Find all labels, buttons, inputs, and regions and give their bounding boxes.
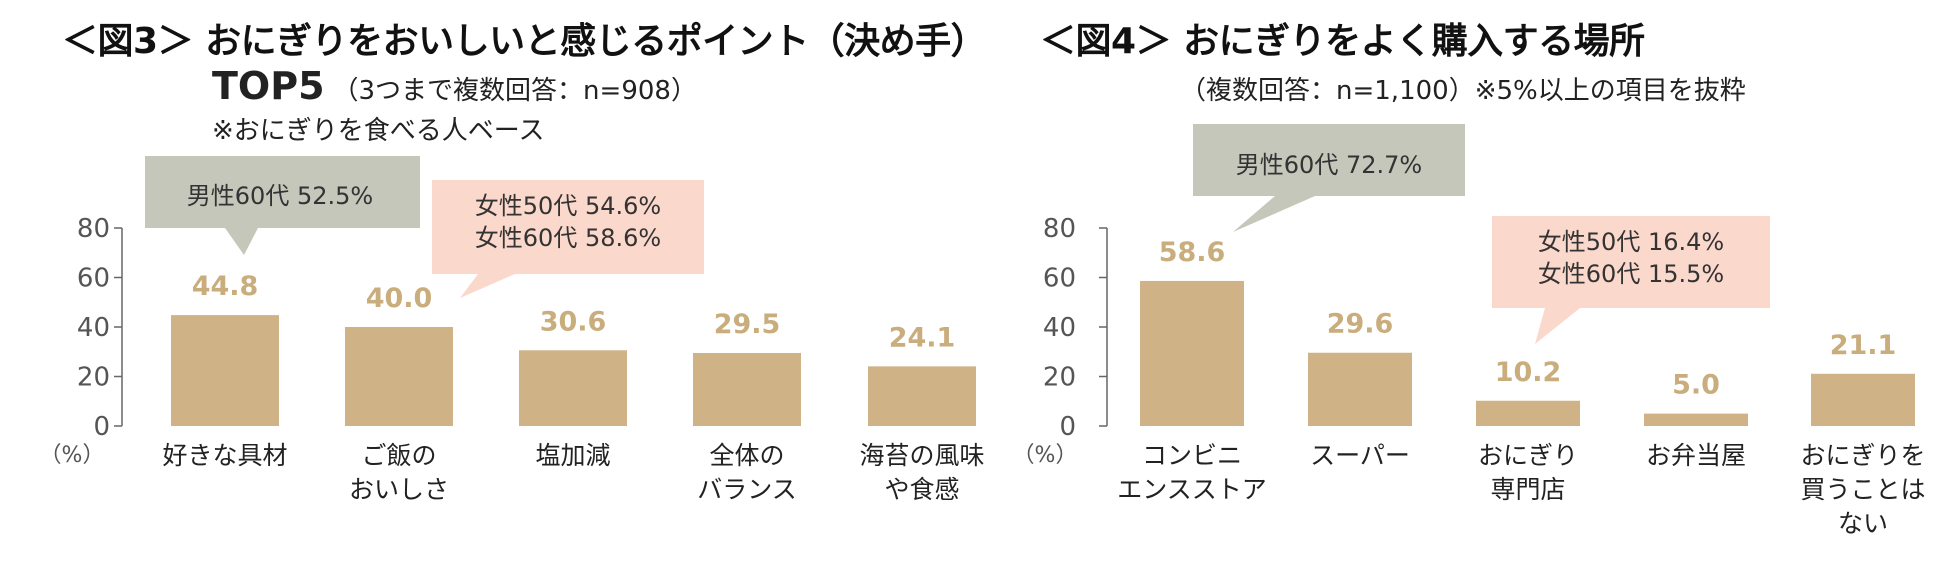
fig4-callout-text: 男性60代 72.7%	[1236, 151, 1422, 179]
fig3-value-label: 40.0	[366, 283, 433, 314]
fig3-category-label: バランス	[697, 475, 797, 504]
fig3-callout-pointer	[225, 228, 258, 255]
fig3-value-label: 30.6	[540, 306, 607, 337]
fig3-category-label: 塩加減	[535, 441, 610, 470]
fig4-title: ＜図4＞ おにぎりをよく購入する場所	[1040, 21, 1645, 62]
fig4-y-tick-label: 80	[1043, 214, 1076, 244]
fig4-sample-note: （複数回答：n=1,100）※5%以上の項目を抜粋	[1180, 76, 1746, 106]
fig4-bar	[1308, 352, 1412, 426]
fig3-y-tick-label: 20	[77, 363, 110, 393]
fig3-bar	[519, 350, 627, 426]
fig3-category-label: おいしさ	[349, 475, 449, 504]
fig4-bar	[1644, 413, 1748, 426]
fig4-callout-pointer	[1535, 308, 1580, 344]
fig3-callout-text: 男性60代 52.5%	[187, 182, 373, 210]
fig4-y-tick-label: 40	[1043, 313, 1076, 343]
fig4-bar	[1140, 280, 1244, 426]
fig3-value-label: 44.8	[192, 271, 259, 302]
fig3-bar	[693, 352, 801, 426]
fig4-category-label: 専門店	[1490, 475, 1565, 504]
fig3-y-tick-label: 40	[77, 313, 110, 343]
fig4-value-label: 21.1	[1830, 330, 1897, 361]
fig3-bar	[868, 366, 976, 426]
fig4-value-label: 29.6	[1327, 309, 1394, 340]
fig4-category-label: スーパー	[1310, 441, 1410, 470]
fig4-value-label: 10.2	[1495, 357, 1562, 388]
fig4-callout-box	[1193, 124, 1465, 196]
fig4-callout-text: 女性50代 16.4%	[1538, 228, 1724, 256]
fig3-value-label: 24.1	[889, 322, 956, 353]
fig4-category-label: コンビニ	[1142, 441, 1242, 470]
fig4-y-tick-label: 60	[1043, 264, 1076, 294]
fig3-category-label: 全体の	[709, 441, 784, 470]
fig4-category-label: おにぎり	[1478, 441, 1578, 470]
fig3-callout-text: 女性60代 58.6%	[475, 224, 661, 252]
fig3-unit-label: （%）	[40, 443, 105, 468]
fig3-sample-note: （3つまで複数回答：n=908）	[332, 76, 697, 106]
fig3-category-label: 好きな具材	[162, 441, 287, 470]
fig3-base-note: ※おにぎりを食べる人ベース	[212, 116, 545, 146]
fig4-category-label: お弁当屋	[1646, 441, 1746, 470]
fig3-callout-box	[145, 156, 420, 228]
fig3-callout-text: 女性50代 54.6%	[475, 192, 661, 220]
fig3-category-label: ご飯の	[361, 441, 436, 470]
fig4-value-label: 5.0	[1672, 370, 1720, 401]
fig4-callout-box	[1492, 216, 1770, 308]
fig3-top5: TOP5	[212, 64, 325, 108]
fig3-value-label: 29.5	[714, 309, 781, 340]
fig3-bar	[345, 327, 453, 426]
fig3-category-label: 海苔の風味	[859, 441, 984, 470]
fig3-y-tick-label: 80	[77, 214, 110, 244]
fig3-callout-box	[432, 180, 704, 274]
fig4-y-tick-label: 20	[1043, 363, 1076, 393]
fig4-callout-pointer	[1233, 196, 1315, 232]
fig4-unit-label: （%）	[1013, 443, 1078, 468]
fig3-y-tick-label: 0	[93, 412, 110, 442]
fig4-category-label: ない	[1838, 509, 1888, 538]
fig3-category-label: や食感	[884, 475, 959, 504]
fig3-callout-pointer	[460, 274, 515, 298]
fig4-category-label: 買うことは	[1800, 475, 1925, 504]
fig4-category-label: エンスストア	[1117, 475, 1267, 504]
fig4-bar	[1476, 400, 1580, 426]
fig3-subtitle: TOP5 （3つまで複数回答：n=908）	[212, 64, 697, 108]
fig4-value-label: 58.6	[1159, 237, 1226, 268]
fig3-bar	[171, 315, 279, 426]
fig3-y-tick-label: 60	[77, 264, 110, 294]
fig4-callout-text: 女性60代 15.5%	[1538, 260, 1724, 288]
fig4-bar	[1811, 373, 1915, 426]
fig3-title: ＜図3＞ おにぎりをおいしいと感じるポイント（決め手）	[62, 21, 987, 62]
fig4-category-label: おにぎりを	[1800, 441, 1925, 470]
fig4-y-tick-label: 0	[1059, 412, 1076, 442]
